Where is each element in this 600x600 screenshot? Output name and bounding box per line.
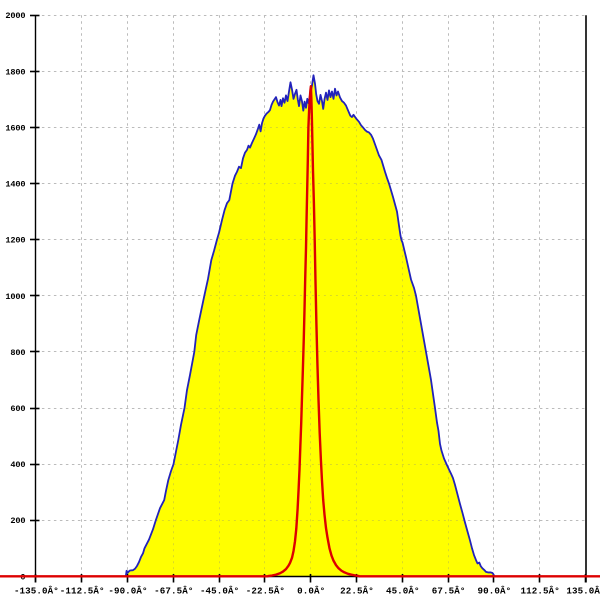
svg-text:400: 400: [10, 460, 25, 470]
svg-text:0.0Â°: 0.0Â°: [297, 586, 325, 597]
svg-text:-90.0Â°: -90.0Â°: [108, 586, 147, 597]
svg-text:1800: 1800: [5, 67, 25, 77]
svg-text:1000: 1000: [5, 292, 25, 302]
svg-text:1600: 1600: [5, 123, 25, 133]
svg-text:112.5Â°: 112.5Â°: [521, 586, 560, 597]
svg-text:-67.5Â°: -67.5Â°: [154, 586, 193, 597]
svg-text:22.5Â°: 22.5Â°: [340, 586, 374, 597]
svg-text:-112.5Â°: -112.5Â°: [60, 586, 105, 597]
svg-text:-45.0Â°: -45.0Â°: [200, 586, 239, 597]
svg-text:-135.0Â°: -135.0Â°: [14, 586, 59, 597]
svg-text:1400: 1400: [5, 180, 25, 190]
svg-text:200: 200: [10, 516, 25, 526]
svg-text:45.0Â°: 45.0Â°: [386, 586, 420, 597]
svg-text:90.0Â°: 90.0Â°: [478, 586, 512, 597]
svg-text:67.5Â°: 67.5Â°: [432, 586, 466, 597]
svg-text:2000: 2000: [5, 11, 25, 21]
svg-text:135.0Â°: 135.0Â°: [566, 586, 600, 597]
svg-text:-22.5Â°: -22.5Â°: [246, 586, 285, 597]
svg-text:600: 600: [10, 404, 25, 414]
svg-text:800: 800: [10, 348, 25, 358]
svg-text:1200: 1200: [5, 236, 25, 246]
